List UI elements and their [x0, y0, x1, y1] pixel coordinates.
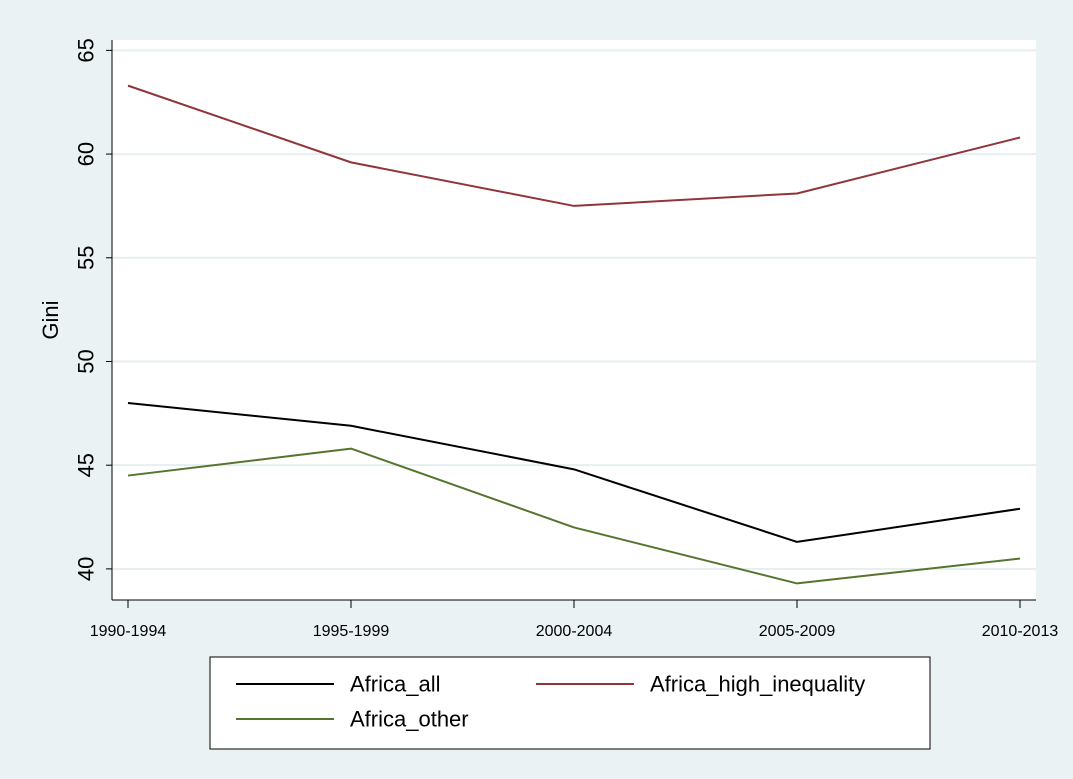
- y-tick-label: 45: [74, 453, 99, 477]
- legend: Africa_all Africa_high_inequality Africa_o…: [210, 657, 930, 749]
- x-tick-label: 1990-1994: [90, 623, 167, 640]
- plot-area: [112, 40, 1036, 600]
- legend-label: Africa_high_inequality: [650, 672, 865, 697]
- legend-label: Africa_all: [350, 672, 440, 697]
- x-tick-label: 2010-2013: [982, 623, 1059, 640]
- x-tick-label: 2000-2004: [536, 623, 613, 640]
- y-ticks: 40 45 50 55 60 65: [74, 38, 113, 581]
- y-tick-label: 65: [74, 38, 99, 62]
- x-ticks: 1990-1994 1995-1999 2000-2004 2005-2009 2010…: [90, 600, 1059, 640]
- x-tick-label: 2005-2009: [759, 623, 836, 640]
- legend-label: Africa_other: [350, 707, 469, 732]
- y-tick-label: 60: [74, 142, 99, 166]
- y-tick-label: 40: [74, 557, 99, 581]
- y-tick-label: 50: [74, 349, 99, 373]
- x-tick-label: 1995-1999: [313, 623, 390, 640]
- y-axis-label: Gini: [38, 300, 63, 339]
- y-tick-label: 55: [74, 246, 99, 270]
